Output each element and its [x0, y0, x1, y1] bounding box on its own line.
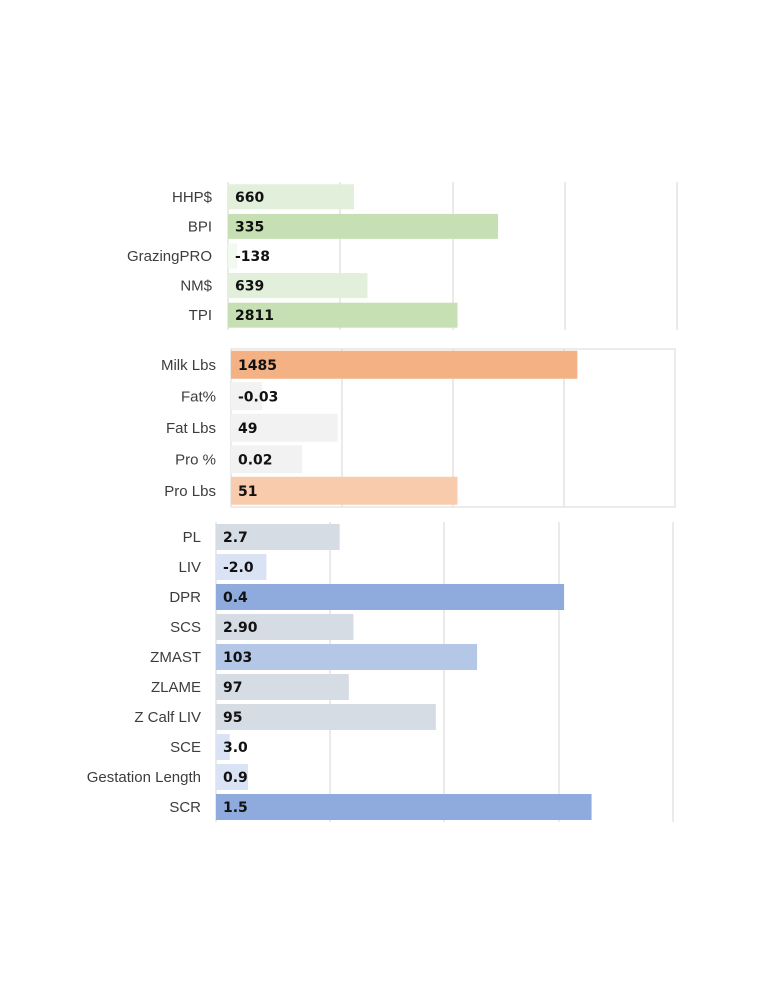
category-label: TPI [189, 307, 212, 324]
bar [216, 524, 340, 550]
category-label: ZMAST [150, 649, 201, 666]
category-label: SCE [170, 739, 201, 756]
category-label: Fat Lbs [166, 420, 216, 437]
category-label: DPR [169, 589, 201, 606]
bar [216, 614, 354, 640]
bar [216, 584, 565, 610]
category-label: SCS [170, 619, 201, 636]
value-label: -2.0 [223, 560, 254, 576]
value-label: 49 [238, 421, 257, 437]
category-label: Pro Lbs [164, 483, 216, 500]
health-fertility-panel: PL 2.7 LIV -2.0 DPR 0.4 SCS 2.90 ZMAST 103 ZLAME 97… [87, 522, 674, 822]
value-label: 2811 [235, 308, 274, 324]
category-label: GrazingPRO [127, 248, 212, 265]
bar [231, 382, 263, 411]
category-label: ZLAME [151, 679, 201, 696]
bar [231, 445, 303, 474]
bar [228, 184, 354, 210]
value-label: 335 [235, 219, 264, 235]
value-label: 97 [223, 680, 242, 696]
category-label: Pro % [175, 451, 216, 468]
bar [216, 764, 249, 790]
category-label: BPI [188, 218, 212, 235]
bar [231, 350, 578, 379]
bar [216, 674, 349, 700]
bar [216, 794, 592, 820]
production-panel: Milk Lbs 1485 Fat% -0.03 Fat Lbs 49 Pro % 0.02 P… [161, 348, 676, 508]
bar [228, 243, 237, 269]
bar [216, 734, 230, 760]
bar [228, 273, 368, 299]
bar [228, 213, 498, 239]
value-label: 1.5 [223, 800, 248, 816]
category-label: LIV [178, 559, 201, 576]
value-label: -138 [235, 249, 270, 265]
value-label: 0.02 [238, 452, 273, 468]
bar [216, 704, 436, 730]
value-label: 51 [238, 484, 257, 500]
value-label: 1485 [238, 358, 277, 374]
category-label: PL [183, 529, 201, 546]
bar [231, 476, 458, 505]
category-label: SCR [169, 799, 201, 816]
value-label: -0.03 [238, 389, 278, 405]
category-label: Z Calf LIV [134, 709, 201, 726]
value-label: 0.4 [223, 590, 248, 606]
value-label: 2.7 [223, 530, 248, 546]
value-label: 0.9 [223, 770, 248, 786]
bar [216, 644, 478, 670]
bar [231, 413, 338, 442]
category-label: Fat% [181, 388, 216, 405]
value-label: 660 [235, 190, 264, 206]
bar [216, 554, 267, 580]
category-label: Gestation Length [87, 769, 201, 786]
bar [228, 302, 458, 328]
category-label: HHP$ [172, 189, 213, 206]
value-label: 2.90 [223, 620, 258, 636]
value-label: 3.0 [223, 740, 248, 756]
value-label: 103 [223, 650, 252, 666]
category-label: NM$ [180, 278, 212, 295]
category-label: Milk Lbs [161, 357, 216, 374]
value-label: 639 [235, 279, 264, 295]
value-label: 95 [223, 710, 242, 726]
index-panel: HHP$ 660 BPI 335 GrazingPRO -138 NM$ 639 TPI 2811 [127, 182, 678, 330]
